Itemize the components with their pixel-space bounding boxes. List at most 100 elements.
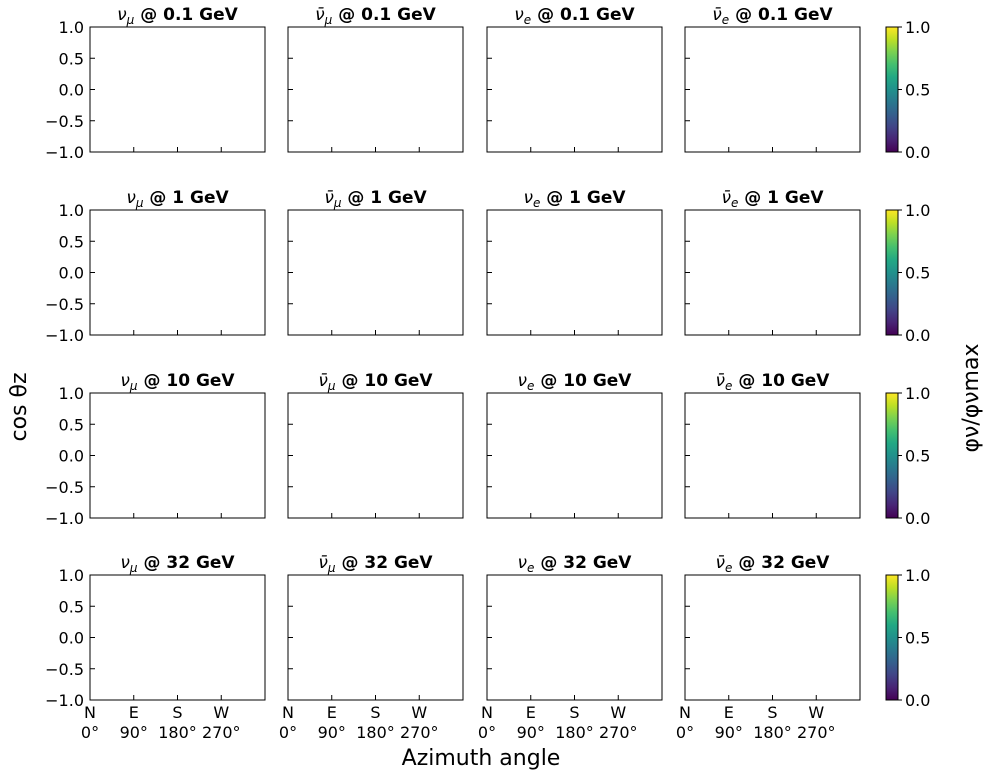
- panel-title: ν̄e @ 10 GeV: [716, 371, 831, 393]
- y-tick-label: −0.5: [45, 112, 84, 131]
- x-tick-label-direction: N: [481, 703, 493, 722]
- panel-frame: [89, 209, 266, 336]
- x-tick-label-degrees: 270°: [599, 723, 638, 742]
- panel-numu-10: νμ @ 10 GeV 1.0 0.5 0.0 −0.5 −1.0: [45, 371, 266, 528]
- panel-numu-1: νμ @ 1 GeV 1.0 0.5 0.0 −0.5 −1.0: [45, 188, 266, 345]
- x-tick-label-direction: E: [724, 703, 734, 722]
- panel-title: νe @ 0.1 GeV: [514, 5, 635, 27]
- colorbar-tick-label: 0.5: [905, 629, 930, 648]
- x-tick-label-degrees: 0°: [676, 723, 694, 742]
- panel-title: ν̄μ @ 32 GeV: [318, 553, 433, 575]
- panel-frame: [684, 574, 861, 701]
- y-tick-label: −0.5: [45, 295, 84, 314]
- x-tick-label-direction: E: [129, 703, 139, 722]
- panel-frame: [486, 574, 663, 701]
- panel-title: ν̄μ @ 1 GeV: [324, 188, 427, 210]
- panel-frame: [287, 26, 464, 153]
- panel-frame: [684, 392, 861, 519]
- panel-title: ν̄μ @ 10 GeV: [318, 371, 433, 393]
- panel-title: νμ @ 0.1 GeV: [117, 5, 238, 27]
- panel-numubar-0.1: ν̄μ @ 0.1 GeV: [287, 5, 464, 153]
- panel-frame: [287, 574, 464, 701]
- colorbar-tick-label: 0.0: [905, 691, 930, 710]
- panel-frame: [486, 392, 663, 519]
- x-tick-label-degrees: 90°: [715, 723, 743, 742]
- x-tick-label-direction: W: [610, 703, 626, 722]
- panel-frame: [89, 26, 266, 153]
- panel-frame: [684, 209, 861, 336]
- panel-title: νμ @ 10 GeV: [120, 371, 235, 393]
- colorbar-row-0: 1.0 0.5 0.0: [885, 18, 930, 162]
- colorbar-tick-label: 0.5: [905, 447, 930, 466]
- colorbar-row-1: 1.0 0.5 0.0: [885, 201, 930, 345]
- y-tick-label: 0.0: [59, 81, 84, 100]
- panel-title: νe @ 10 GeV: [518, 371, 633, 393]
- panels-layer: νμ @ 0.1 GeV 1.0 0.5 0.0 −0.5 −1.0 ν̄μ @ 0.1 G…: [45, 5, 861, 742]
- x-tick-label-degrees: 0°: [279, 723, 297, 742]
- x-tick-label-degrees: 90°: [318, 723, 346, 742]
- x-tick-label-direction: S: [370, 703, 380, 722]
- y-tick-label: 0.5: [59, 49, 84, 68]
- y-tick-label: 0.0: [59, 447, 84, 466]
- panel-frame: [684, 26, 861, 153]
- x-tick-label-direction: S: [569, 703, 579, 722]
- colorbar: [885, 209, 899, 336]
- x-tick-label-direction: W: [411, 703, 427, 722]
- x-tick-label-degrees: 270°: [202, 723, 241, 742]
- x-tick-label-degrees: 180°: [356, 723, 395, 742]
- panel-nuebar-10: ν̄e @ 10 GeV: [684, 371, 861, 519]
- panel-nue-0.1: νe @ 0.1 GeV: [486, 5, 663, 153]
- y-tick-label: 0.5: [59, 232, 84, 251]
- x-tick-label-degrees: 90°: [120, 723, 148, 742]
- colorbar-row-2: 1.0 0.5 0.0: [885, 384, 930, 528]
- panel-title: νμ @ 1 GeV: [126, 188, 229, 210]
- colorbar: [885, 26, 899, 153]
- x-tick-label-degrees: 180°: [555, 723, 594, 742]
- panel-title: νe @ 32 GeV: [518, 553, 633, 575]
- x-tick-label-direction: E: [327, 703, 337, 722]
- panel-frame: [287, 392, 464, 519]
- colorbar-tick-label: 1.0: [905, 18, 930, 37]
- panel-frame: [89, 392, 266, 519]
- y-tick-label: −1.0: [45, 691, 84, 710]
- panel-frame: [486, 26, 663, 153]
- y-tick-label: 0.5: [59, 597, 84, 616]
- x-tick-label-direction: W: [808, 703, 824, 722]
- panel-numubar-10: ν̄μ @ 10 GeV: [287, 371, 464, 519]
- x-tick-label-direction: W: [213, 703, 229, 722]
- x-tick-label-direction: E: [526, 703, 536, 722]
- y-axis-label: cos θz: [7, 372, 32, 441]
- colorbar-tick-label: 0.5: [905, 81, 930, 100]
- panel-frame: [287, 209, 464, 336]
- y-tick-label: −0.5: [45, 660, 84, 679]
- x-tick-label-degrees: 180°: [753, 723, 792, 742]
- panel-title: ν̄e @ 0.1 GeV: [712, 5, 833, 27]
- x-tick-label-degrees: 270°: [400, 723, 439, 742]
- y-tick-label: −0.5: [45, 478, 84, 497]
- x-tick-label-degrees: 90°: [517, 723, 545, 742]
- x-tick-label-degrees: 180°: [158, 723, 197, 742]
- y-tick-label: 0.0: [59, 629, 84, 648]
- y-tick-label: 0.5: [59, 415, 84, 434]
- x-tick-label-direction: N: [282, 703, 294, 722]
- panel-title: νμ @ 32 GeV: [120, 553, 235, 575]
- colorbar-tick-label: 1.0: [905, 201, 930, 220]
- panel-numu-0.1: νμ @ 0.1 GeV 1.0 0.5 0.0 −0.5 −1.0: [45, 5, 266, 162]
- panel-title: νe @ 1 GeV: [523, 188, 626, 210]
- y-tick-label: −1.0: [45, 509, 84, 528]
- x-tick-label-degrees: 270°: [797, 723, 836, 742]
- panel-nue-1: νe @ 1 GeV: [486, 188, 663, 336]
- colorbar-row-3: 1.0 0.5 0.0: [885, 566, 930, 710]
- y-tick-label: 1.0: [59, 201, 84, 220]
- panel-nuebar-1: ν̄e @ 1 GeV: [684, 188, 861, 336]
- colorbar-tick-label: 1.0: [905, 384, 930, 403]
- x-tick-label-direction: N: [84, 703, 96, 722]
- panel-frame: [486, 209, 663, 336]
- colorbar-label: φν/φνmax: [959, 344, 984, 453]
- colorbar-tick-label: 1.0: [905, 566, 930, 585]
- x-tick-label-degrees: 0°: [81, 723, 99, 742]
- x-axis-label: Azimuth angle: [402, 746, 561, 771]
